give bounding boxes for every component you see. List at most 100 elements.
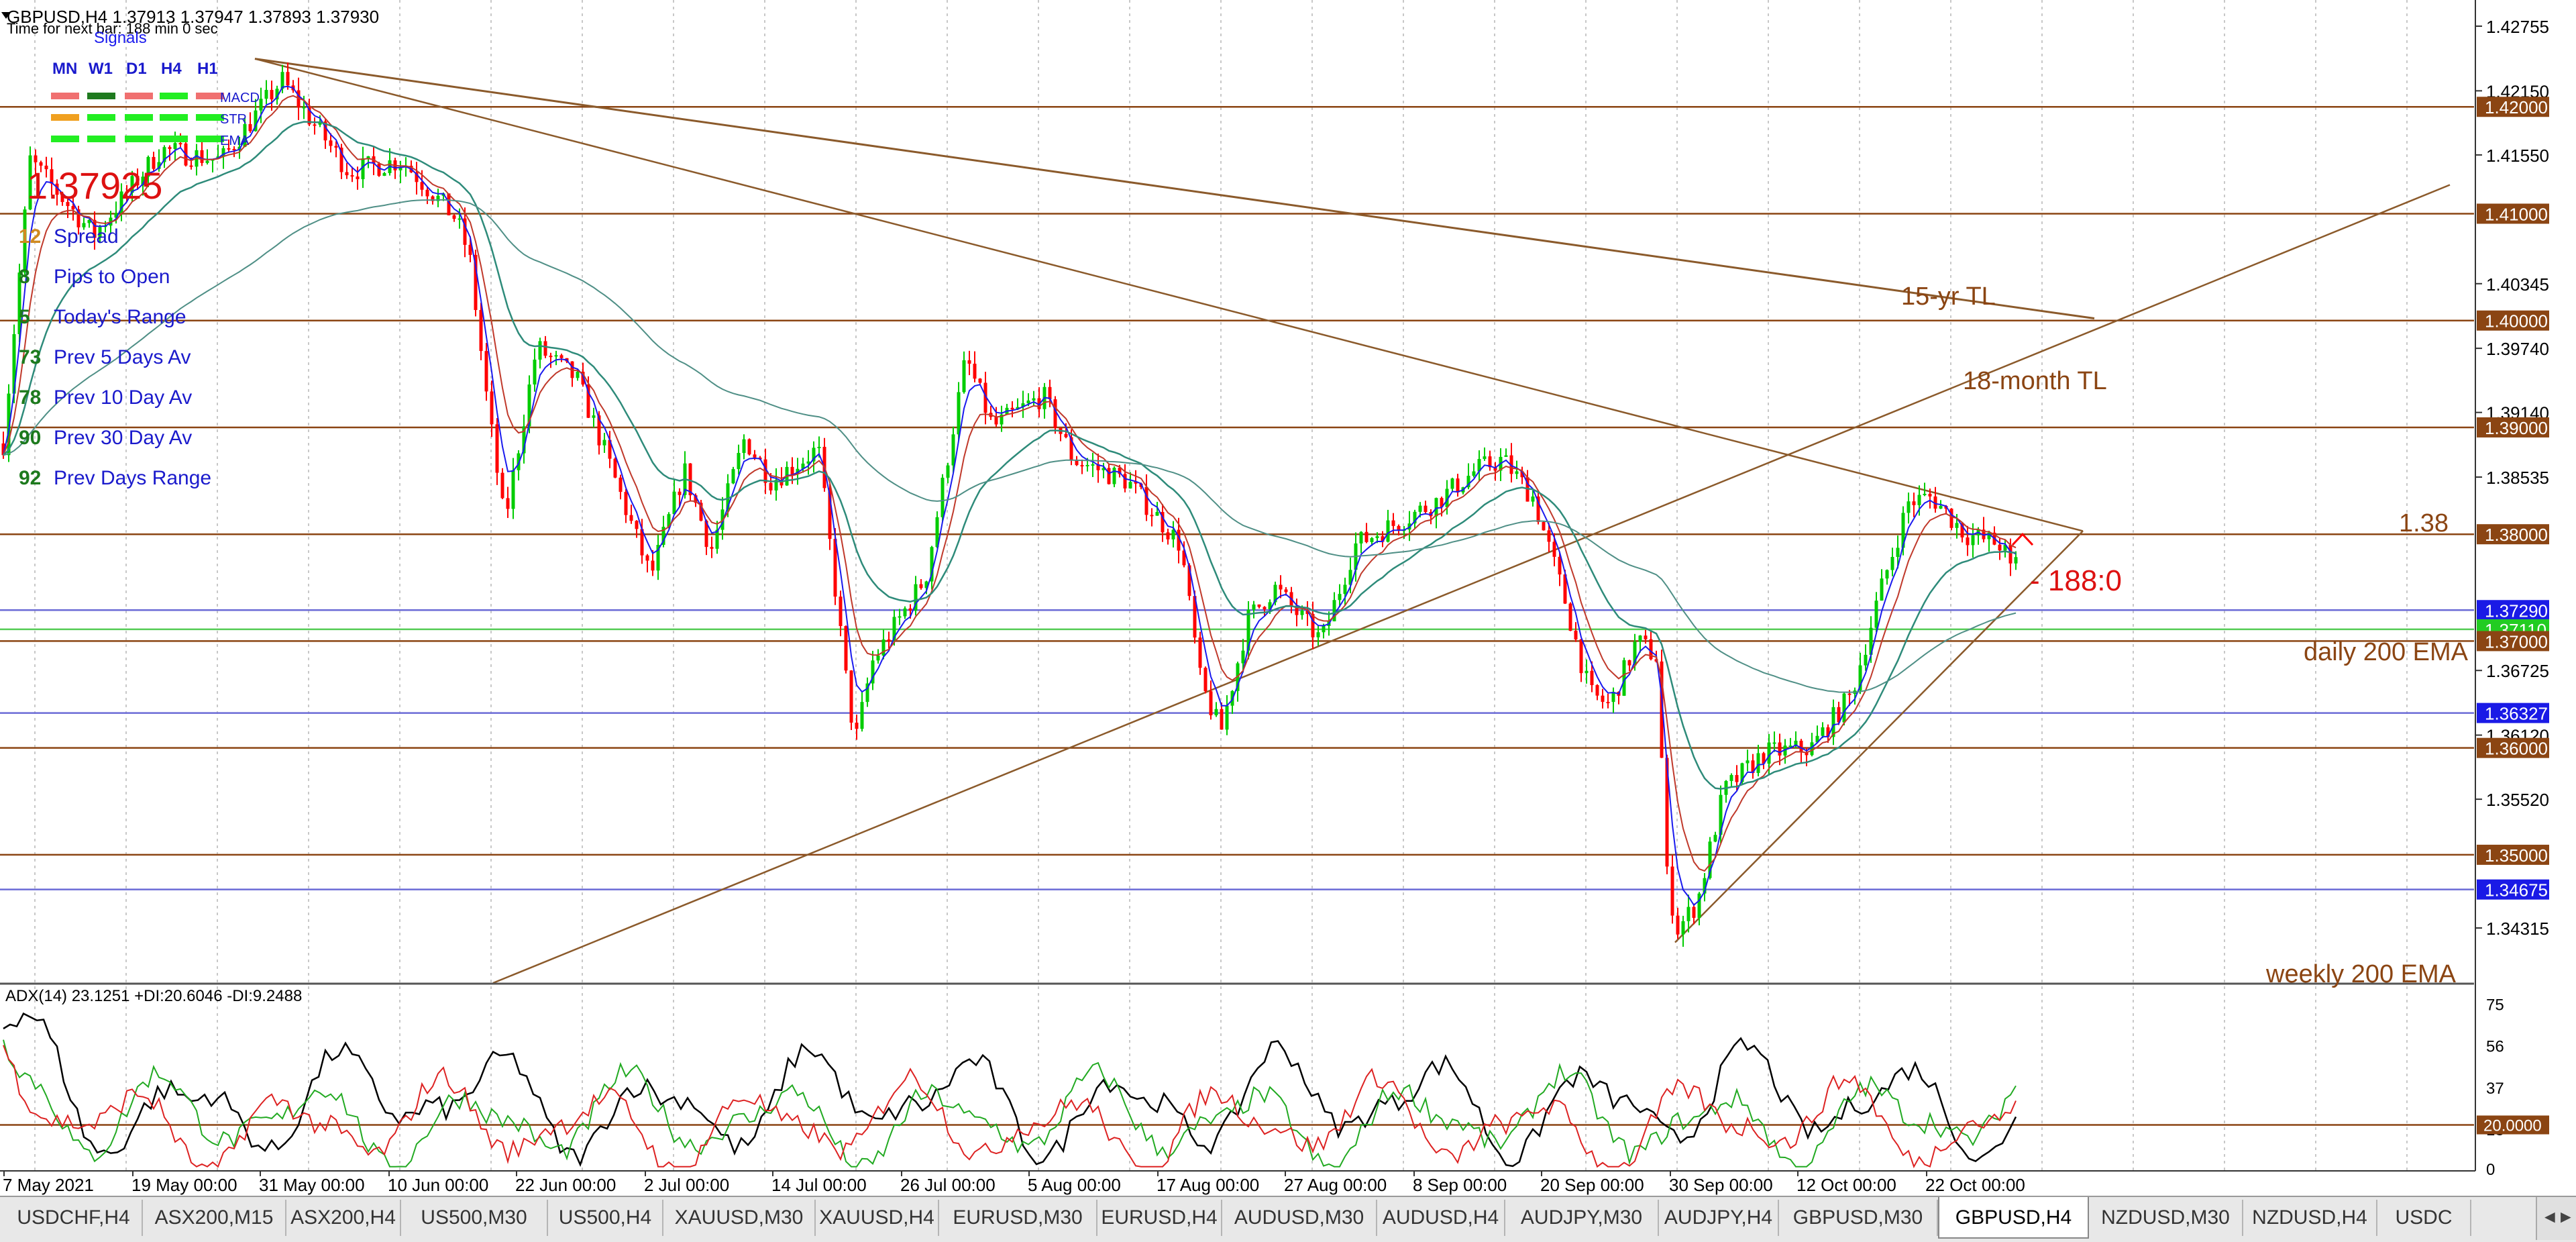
time-axis-label: 5 Aug 00:00 [1028, 1175, 1121, 1195]
price-badge[interactable] [2477, 524, 2549, 545]
scroll-right-icon[interactable]: ► [2557, 1206, 2575, 1227]
price-badge[interactable] [2477, 631, 2549, 652]
candle-body [903, 608, 907, 617]
candle-body [892, 617, 896, 642]
price-badge[interactable] [2477, 844, 2549, 865]
candle-body [1413, 511, 1417, 524]
price-badge[interactable] [2477, 310, 2549, 331]
chart-tab[interactable]: AUDUSD,M30 [1222, 1200, 1377, 1236]
candle-body [93, 219, 97, 238]
price-badge-label: 1.41000 [2485, 204, 2548, 224]
chart-tab[interactable]: ASX200,M15 [143, 1200, 286, 1236]
candle-body [946, 465, 950, 478]
candle-body [855, 722, 859, 729]
time-axis-label: 30 Sep 00:00 [1669, 1175, 1773, 1195]
chart-tab[interactable]: EURUSD,H4 [1097, 1200, 1222, 1236]
candle-body [1515, 471, 1519, 474]
candle-body [1209, 691, 1213, 716]
candle-body [350, 175, 354, 177]
chart-tab[interactable]: XAUUSD,M30 [663, 1200, 816, 1236]
chart-tab[interactable]: NZDUSD,H4 [2243, 1200, 2377, 1236]
candle-body [1085, 464, 1089, 466]
candle-body [1949, 509, 1953, 528]
chart-tab[interactable]: NZDUSD,M30 [2089, 1200, 2243, 1236]
price-chart[interactable]: 1.427551.421501.415501.403451.397401.391… [0, 0, 2576, 1196]
tab-scroll-arrows[interactable]: ◄ ► [2536, 1197, 2576, 1240]
candle-body [737, 453, 741, 470]
candle-body [1466, 476, 1470, 488]
candle-body [500, 472, 504, 499]
chart-tab[interactable]: GBPUSD,M30 [1779, 1200, 1938, 1236]
chart-tab[interactable]: USDCHF,H4 [5, 1200, 143, 1236]
annotation-daily-200-ema: daily 200 EMA [2304, 638, 2469, 666]
stat-value: 8 [19, 266, 30, 288]
candle-body [1364, 531, 1368, 542]
candle-body [1697, 893, 1701, 918]
time-axis-label: 8 Sep 00:00 [1413, 1175, 1507, 1195]
candle-body [1799, 740, 1803, 752]
chart-tab[interactable]: ASX200,H4 [286, 1200, 401, 1236]
chart-tab[interactable]: AUDJPY,H4 [1659, 1200, 1779, 1236]
chart-tab[interactable]: AUDUSD,H4 [1377, 1200, 1505, 1236]
stat-value: 92 [19, 467, 41, 489]
candle-body [753, 454, 757, 458]
candle-body [635, 521, 639, 529]
trendline-upper[interactable] [254, 58, 2084, 532]
timeframe-label: MN [52, 60, 77, 78]
price-badge-label: 1.40000 [2485, 311, 2548, 331]
stat-value: 12 [19, 225, 41, 248]
candle-body [1756, 753, 1760, 773]
candle-body [1220, 709, 1224, 730]
candle-body [17, 272, 21, 335]
candle-body [941, 477, 945, 517]
adx-level-badge[interactable] [2477, 1115, 2549, 1135]
candle-body [1, 443, 5, 456]
time-axis-label: 10 Jun 00:00 [388, 1175, 488, 1195]
ema-fast-line [3, 85, 2017, 907]
price-badge[interactable] [2477, 703, 2549, 723]
candle-body [2003, 545, 2007, 551]
chart-tab[interactable]: EURUSD,M30 [939, 1200, 1097, 1236]
price-badge-label: 1.35000 [2485, 845, 2548, 866]
price-badge[interactable] [2477, 203, 2549, 224]
candle-body [1939, 506, 1943, 509]
chart-tab[interactable]: US500,H4 [548, 1200, 663, 1236]
price-badge[interactable] [2477, 97, 2549, 117]
trendline-15yr[interactable] [254, 58, 2095, 320]
chart-tab[interactable]: XAUUSD,H4 [816, 1200, 939, 1236]
time-axis-label: 22 Jun 00:00 [515, 1175, 616, 1195]
candle-body [1692, 907, 1696, 918]
trendline-18month[interactable] [492, 184, 2451, 984]
candle-body [1729, 775, 1733, 781]
candle-body [1686, 907, 1690, 921]
candle-body [1021, 403, 1025, 407]
candle-body [543, 341, 547, 356]
candle-body [559, 355, 564, 358]
candle-body [1966, 537, 1970, 546]
price-badge[interactable] [2477, 417, 2549, 437]
candle-body [790, 466, 794, 474]
price-badge[interactable] [2477, 737, 2549, 758]
price-badge[interactable] [2477, 600, 2549, 621]
adx-tick-label: 75 [2486, 996, 2504, 1014]
candle-body [1531, 496, 1535, 502]
scroll-left-icon[interactable]: ◄ [2541, 1206, 2559, 1227]
candle-body [1268, 602, 1272, 610]
chart-tab[interactable]: USDC [2377, 1200, 2471, 1236]
candle-body [114, 213, 118, 218]
current-price-large: 1.37925 [27, 164, 162, 207]
candle-body [98, 227, 102, 238]
candle-body [484, 351, 488, 392]
candle-body [495, 424, 499, 473]
trendline-support[interactable] [1674, 530, 2084, 943]
candle-body [39, 162, 43, 166]
chart-tab[interactable]: GBPUSD,H4 [1938, 1197, 2089, 1239]
menu-dropdown-icon[interactable] [1, 12, 11, 19]
candle-body [157, 162, 161, 169]
stat-label: Prev Days Range [54, 467, 211, 489]
candle-body [1305, 611, 1309, 614]
price-badge[interactable] [2477, 879, 2549, 900]
chart-tab[interactable]: US500,M30 [401, 1200, 548, 1236]
candle-body [908, 608, 912, 611]
chart-tab[interactable]: AUDJPY,M30 [1505, 1200, 1659, 1236]
